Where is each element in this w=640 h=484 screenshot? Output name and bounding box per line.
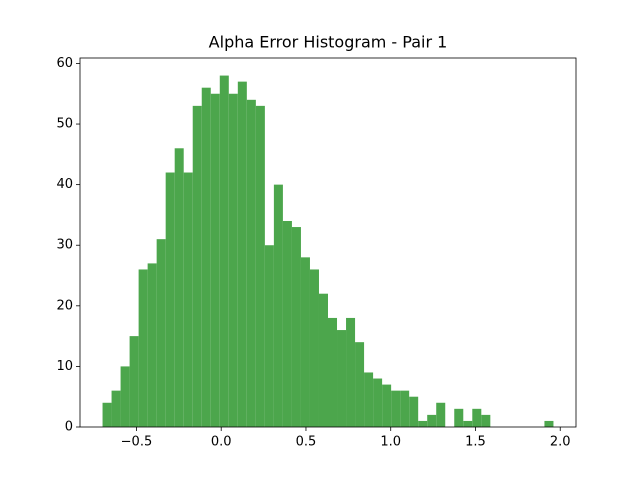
x-tick-label: −0.5: [121, 435, 153, 450]
y-tick-label: 20: [56, 298, 73, 313]
y-tick-label: 40: [56, 177, 73, 192]
bar: [138, 269, 148, 427]
bar: [156, 239, 166, 427]
bar: [210, 93, 220, 427]
x-tick-label: 1.0: [380, 435, 401, 450]
bar: [129, 336, 139, 427]
bar: [255, 105, 265, 427]
bar: [382, 384, 392, 427]
bar: [111, 390, 121, 427]
bar: [246, 99, 256, 427]
bar: [409, 396, 419, 427]
bar: [337, 330, 347, 427]
bar: [102, 402, 112, 427]
bar: [264, 245, 274, 427]
bar: [481, 414, 491, 427]
x-tick-label: 2.0: [550, 435, 571, 450]
bar: [192, 105, 202, 427]
chart-title: Alpha Error Histogram - Pair 1: [209, 33, 448, 52]
bar: [282, 220, 292, 427]
bar: [219, 75, 229, 428]
bar: [364, 372, 374, 427]
x-tick-label: 1.5: [465, 435, 486, 450]
y-tick-label: 10: [56, 359, 73, 374]
bar: [400, 390, 410, 427]
bar: [237, 81, 247, 427]
bar: [291, 227, 301, 427]
y-tick-label: 30: [56, 238, 73, 253]
bar: [454, 408, 464, 427]
bar: [355, 342, 365, 427]
bar: [391, 390, 401, 427]
bar: [472, 408, 482, 427]
bar: [418, 420, 428, 427]
bar: [436, 402, 446, 427]
bar: [147, 263, 157, 427]
bar: [165, 172, 175, 427]
y-tick-label: 60: [56, 56, 73, 71]
bar: [300, 257, 310, 427]
bar: [228, 93, 238, 427]
bar: [201, 87, 211, 428]
axes-frame: [79, 57, 577, 428]
y-tick-label: 0: [65, 420, 73, 435]
bar: [318, 293, 328, 427]
bar: [544, 420, 554, 427]
bar: [346, 317, 356, 427]
x-tick-label: 0.0: [211, 435, 232, 450]
bar: [373, 378, 383, 427]
bar: [309, 269, 319, 427]
bar: [463, 420, 473, 427]
x-tick-label: 0.5: [296, 435, 317, 450]
bar: [273, 184, 283, 427]
bar: [174, 148, 184, 427]
bar: [120, 366, 130, 427]
y-tick-label: 50: [56, 117, 73, 132]
bar: [328, 317, 338, 427]
bar: [427, 414, 437, 427]
bar: [183, 172, 193, 427]
